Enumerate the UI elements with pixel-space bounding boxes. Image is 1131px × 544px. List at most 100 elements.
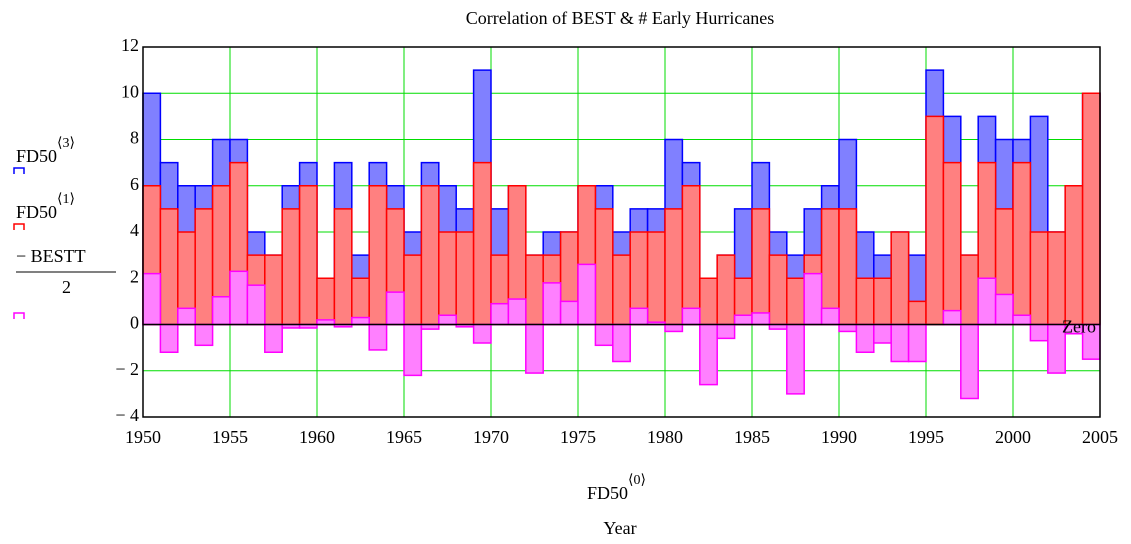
bar (960, 323, 979, 400)
bar (994, 293, 1014, 326)
bar (333, 208, 353, 326)
bar (786, 277, 805, 326)
bar (403, 254, 423, 326)
bar (751, 312, 771, 326)
bar (977, 277, 997, 326)
x-tick-label: 1955 (212, 427, 248, 447)
bar (820, 307, 840, 326)
legend-marker (13, 312, 25, 319)
bar (507, 298, 527, 326)
bar (699, 277, 718, 326)
bar (612, 323, 631, 363)
bar (194, 208, 214, 326)
bar (316, 277, 336, 326)
bar (298, 185, 318, 326)
legend-label: 2 (62, 277, 71, 297)
bar (612, 254, 631, 326)
legend-marker (13, 167, 25, 174)
bar (751, 208, 771, 326)
bar (525, 254, 544, 326)
legend-label: FD50⟨3⟩ (16, 136, 75, 166)
legend-name: FD50 (587, 483, 628, 503)
bar (646, 231, 666, 326)
bar (351, 316, 370, 326)
bar (264, 323, 283, 353)
bar (472, 323, 492, 344)
bar (681, 307, 701, 326)
bar (664, 208, 684, 326)
x-tick-label: 1980 (647, 427, 683, 447)
y-tick-label: 10 (121, 81, 139, 101)
y-tick-label: 4 (130, 220, 139, 240)
bar (403, 323, 423, 377)
bar (890, 323, 910, 363)
x-axis-unit: Year (603, 518, 636, 538)
bar (229, 270, 249, 326)
y-tick-label: 8 (130, 128, 139, 148)
bar (838, 208, 858, 326)
x-tick-label: 1965 (386, 427, 422, 447)
legend-label: FD50⟨1⟩ (16, 192, 75, 222)
bar (159, 208, 179, 326)
bar (420, 185, 440, 326)
chart-title: Correlation of BEST & # Early Hurricanes (466, 8, 775, 28)
bar (664, 323, 684, 333)
zero-label: Zero (1062, 317, 1096, 337)
legend-index: ⟨0⟩ (628, 473, 646, 488)
plot-frame (142, 46, 1101, 418)
bar (542, 282, 562, 326)
x-tick-label: 1960 (299, 427, 335, 447)
legend-index: ⟨3⟩ (57, 136, 75, 151)
y-tick-label: 0 (130, 313, 139, 333)
x-tick-label: 2000 (995, 427, 1031, 447)
bar (820, 208, 840, 326)
bar (1064, 185, 1084, 326)
bar (594, 208, 614, 326)
bar (1081, 92, 1101, 326)
bar (385, 291, 405, 326)
bar (855, 277, 875, 326)
bar (472, 161, 492, 326)
legend-label: − BESTT (16, 246, 86, 266)
x-tick-label: 1995 (908, 427, 944, 447)
bar (1012, 161, 1032, 326)
bar (1047, 231, 1066, 326)
bar (925, 115, 945, 326)
x-tick-label: 1950 (125, 427, 161, 447)
bar (438, 231, 457, 326)
bar (873, 277, 892, 326)
bar (1029, 323, 1049, 342)
bar (699, 323, 718, 386)
bar (768, 254, 788, 326)
bar (281, 208, 301, 326)
bar (786, 323, 805, 395)
bar (803, 272, 823, 326)
legend-index: ⟨1⟩ (57, 192, 75, 207)
bar (733, 314, 753, 326)
y-tick-label: 6 (130, 174, 139, 194)
bar (1012, 314, 1032, 326)
bar (942, 161, 962, 326)
bar (490, 302, 510, 326)
bar (368, 185, 388, 326)
y-tick-label: 12 (121, 35, 139, 55)
bar (716, 254, 736, 326)
bar (246, 284, 266, 326)
bar (211, 296, 231, 326)
bar (142, 272, 162, 326)
bar (890, 231, 910, 326)
bar (177, 307, 196, 326)
x-tick-label: 2005 (1082, 427, 1118, 447)
bar (873, 323, 892, 344)
x-tick-label: 1970 (473, 427, 509, 447)
bar (855, 323, 875, 353)
x-tick-label: 1990 (821, 427, 857, 447)
y-tick-label: 2 (130, 266, 139, 286)
legend-name: FD50 (16, 202, 57, 222)
x-tick-label: 1975 (560, 427, 596, 447)
bar (264, 254, 283, 326)
legend-marker (13, 223, 25, 230)
bar (455, 231, 475, 326)
bar (559, 300, 579, 326)
